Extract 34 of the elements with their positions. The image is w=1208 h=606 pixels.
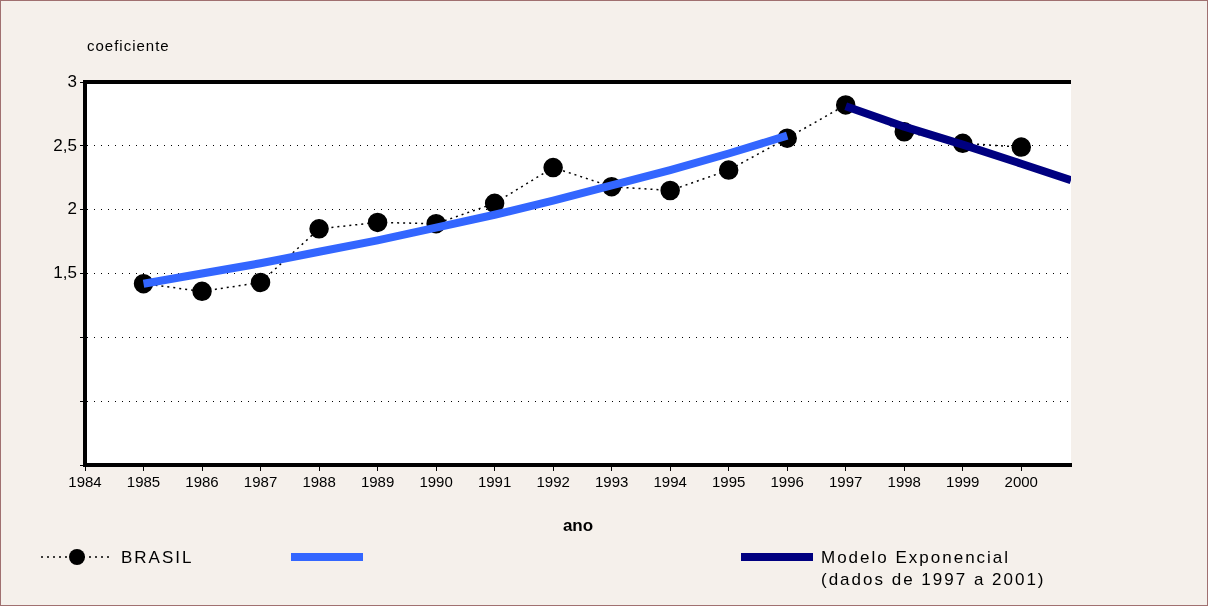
legend-label: BRASIL bbox=[121, 547, 194, 569]
point bbox=[660, 180, 680, 201]
x-tick-label: 1987 bbox=[243, 473, 278, 491]
point bbox=[192, 281, 212, 302]
x-tick-label: 2000 bbox=[1004, 473, 1038, 491]
legend-label: Modelo Exponencial (dados de 1997 a 2001) bbox=[821, 547, 1047, 591]
point bbox=[718, 160, 739, 180]
x-tick-label: 1999 bbox=[946, 473, 980, 491]
point bbox=[1011, 137, 1032, 157]
x-axis-title: ano bbox=[562, 516, 594, 536]
x-tick-label: 1992 bbox=[536, 473, 570, 491]
x-tick-label: 1991 bbox=[477, 473, 512, 491]
x-tick-label: 1993 bbox=[594, 473, 629, 491]
y-tick-label: 2 bbox=[67, 199, 77, 219]
x-tick-label: 1988 bbox=[302, 473, 336, 491]
x-tick-label: 1985 bbox=[126, 473, 161, 491]
y-tick-label: 3 bbox=[67, 71, 77, 91]
x-tick-label: 1994 bbox=[653, 473, 687, 491]
x-tick-label: 1986 bbox=[185, 473, 219, 491]
x-tick-label: 1984 bbox=[68, 473, 102, 491]
y-tick-label: 2,5 bbox=[53, 135, 77, 155]
point bbox=[484, 193, 505, 214]
x-tick-label: 1989 bbox=[360, 473, 395, 491]
x-tick-label: 1996 bbox=[770, 473, 804, 491]
x-tick-label: 1998 bbox=[887, 473, 921, 491]
x-tick-label: 1990 bbox=[419, 473, 453, 491]
x-tick-label: 1995 bbox=[711, 473, 746, 491]
point bbox=[309, 219, 329, 239]
point bbox=[543, 157, 563, 178]
x-tick-label: 1997 bbox=[829, 473, 863, 491]
y-axis-title: coeficiente bbox=[87, 37, 170, 54]
point bbox=[250, 272, 271, 293]
y-tick-label: 1,5 bbox=[53, 263, 77, 283]
point bbox=[367, 212, 388, 233]
